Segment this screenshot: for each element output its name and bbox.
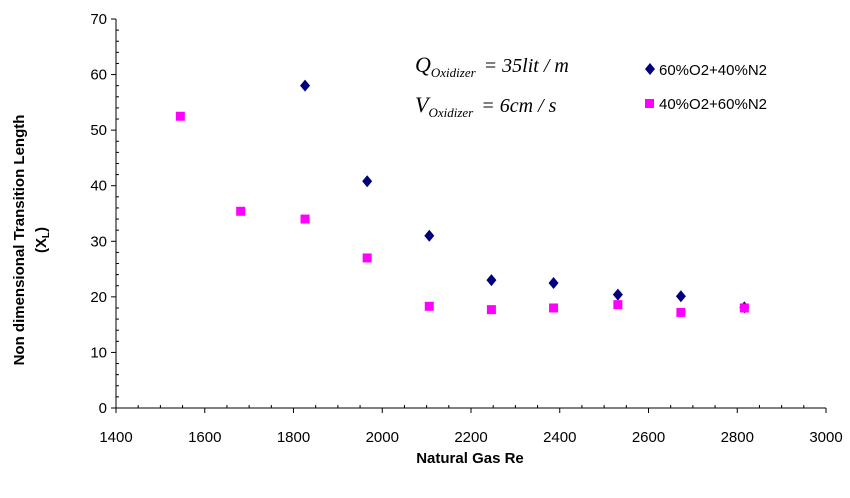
square-point xyxy=(300,214,310,224)
v-oxidizer-equation: VOxidizer = 6cm / s xyxy=(415,92,557,120)
legend-label-series-1: 60%O2+40%N2 xyxy=(659,62,767,79)
square-point xyxy=(613,300,623,310)
x-tick-label: 3000 xyxy=(809,429,842,446)
y-axis-title-line1: Non dimensional Transition Length xyxy=(11,115,28,366)
tick-marks xyxy=(111,18,827,413)
square-point xyxy=(739,303,749,313)
tick-labels: 0 10 20 30 40 50 60 70 1400 1600 1800 2000 2200 2400 2… xyxy=(90,11,842,446)
y-tick-label: 70 xyxy=(90,11,107,28)
diamond-point xyxy=(424,229,435,242)
x-tick-label: 1600 xyxy=(188,429,221,446)
x-axis-title: Natural Gas Re xyxy=(416,450,524,467)
y-tick-label: 20 xyxy=(90,289,107,306)
square-point xyxy=(486,305,496,315)
data-points xyxy=(175,79,750,317)
square-point xyxy=(549,303,559,313)
legend-square-marker xyxy=(645,99,654,108)
x-tick-label: 1800 xyxy=(277,429,310,446)
diamond-point xyxy=(612,288,623,301)
legend: 60%O2+40%N2 40%O2+60%N2 xyxy=(645,62,767,113)
q-oxidizer-equation: QOxidizer = 35lit / m xyxy=(415,52,569,80)
y-tick-label: 60 xyxy=(90,67,107,84)
y-tick-label: 10 xyxy=(90,344,107,361)
x-tick-label: 1400 xyxy=(99,429,132,446)
square-point xyxy=(676,307,686,317)
diamond-point xyxy=(300,79,311,92)
y-tick-label: 0 xyxy=(99,400,107,417)
flow-annotation: QOxidizer = 35lit / m VOxidizer = 6cm / s xyxy=(415,52,569,120)
diamond-point xyxy=(548,276,559,289)
y-axis-title: Non dimensional Transition Length (XL) xyxy=(11,115,52,366)
diamond-point xyxy=(362,175,373,188)
x-tick-label: 2200 xyxy=(454,429,487,446)
legend-item-series-1: 60%O2+40%N2 xyxy=(645,62,767,79)
x-tick-label: 2400 xyxy=(543,429,576,446)
square-point xyxy=(175,111,185,121)
diamond-point xyxy=(675,290,686,303)
square-point xyxy=(236,206,246,216)
x-tick-label: 2600 xyxy=(632,429,665,446)
legend-item-series-2: 40%O2+60%N2 xyxy=(645,96,767,113)
legend-label-series-2: 40%O2+60%N2 xyxy=(659,96,767,113)
square-point xyxy=(424,301,434,311)
x-tick-label: 2800 xyxy=(721,429,754,446)
legend-diamond-marker xyxy=(645,63,655,75)
y-tick-label: 40 xyxy=(90,178,107,195)
series-2 xyxy=(175,111,749,317)
square-point xyxy=(362,253,372,263)
y-tick-label: 50 xyxy=(90,122,107,139)
x-tick-label: 2000 xyxy=(366,429,399,446)
y-tick-label: 30 xyxy=(90,233,107,250)
diamond-point xyxy=(486,274,497,287)
y-axis-title-line2: (XL) xyxy=(33,227,52,253)
